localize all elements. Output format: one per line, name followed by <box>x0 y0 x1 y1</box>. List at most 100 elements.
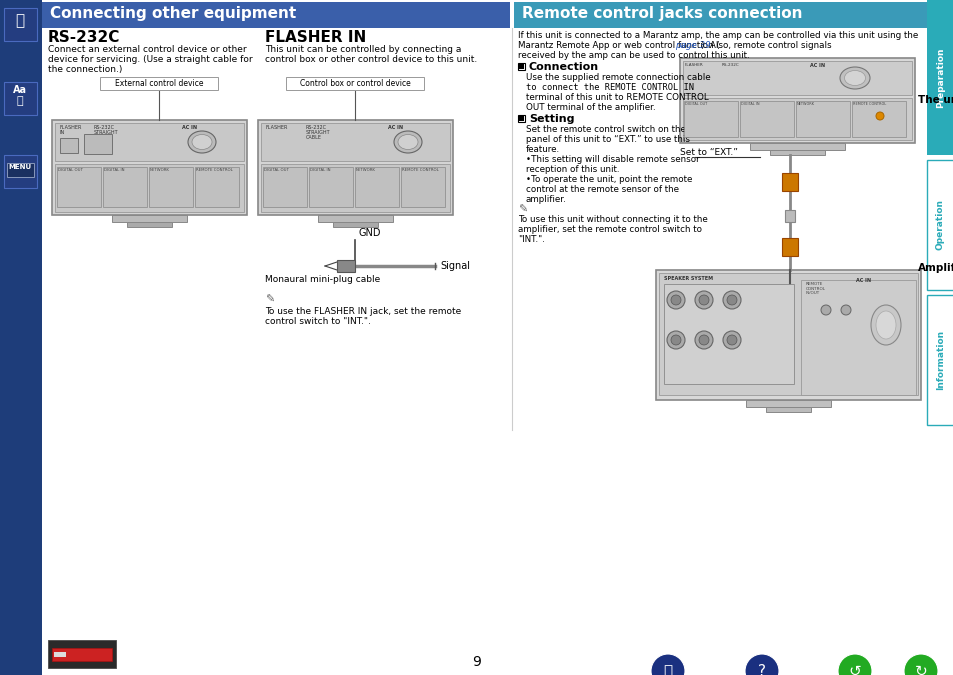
Bar <box>781 173 797 191</box>
Bar <box>926 295 953 425</box>
Bar <box>663 284 793 384</box>
Bar <box>127 222 172 227</box>
Text: Set the remote control switch on the rear: Set the remote control switch on the rea… <box>525 125 705 134</box>
Ellipse shape <box>188 131 215 153</box>
Text: DIGITAL IN: DIGITAL IN <box>104 168 125 172</box>
Bar <box>683 101 738 137</box>
Text: page 39: page 39 <box>675 41 711 50</box>
Text: To use this unit without connecting it to the: To use this unit without connecting it t… <box>517 215 707 224</box>
Circle shape <box>666 331 684 349</box>
Circle shape <box>699 335 708 345</box>
Text: 📖: 📖 <box>15 13 25 28</box>
Text: Connect an external control device or other: Connect an external control device or ot… <box>48 45 247 54</box>
Text: Setting: Setting <box>529 114 574 124</box>
Text: ✎: ✎ <box>265 295 274 305</box>
Ellipse shape <box>875 311 895 339</box>
Text: reception of this unit.: reception of this unit. <box>525 165 618 174</box>
Text: Set to “EXT.”: Set to “EXT.” <box>679 148 737 157</box>
Bar <box>57 167 101 207</box>
Text: panel of this unit to “EXT.” to use this: panel of this unit to “EXT.” to use this <box>525 135 689 144</box>
Bar <box>55 123 244 161</box>
Text: FLASHER: FLASHER <box>60 125 82 130</box>
Text: ↻: ↻ <box>914 664 926 675</box>
Text: •This setting will disable remote sensor: •This setting will disable remote sensor <box>525 155 699 164</box>
Bar <box>4 82 37 115</box>
Bar <box>84 134 112 154</box>
Text: to connect the REMOTE CONTROL IN: to connect the REMOTE CONTROL IN <box>525 83 693 92</box>
Text: received by the amp can be used to control this unit.: received by the amp can be used to contr… <box>517 51 749 60</box>
Bar <box>517 63 524 70</box>
Text: 9: 9 <box>472 655 481 669</box>
Text: DIGITAL OUT: DIGITAL OUT <box>58 168 83 172</box>
Bar <box>926 0 953 155</box>
Text: Signal: Signal <box>439 261 470 271</box>
Circle shape <box>821 305 830 315</box>
Text: FLASHER: FLASHER <box>266 125 288 130</box>
Bar <box>52 648 112 661</box>
Text: AC IN: AC IN <box>809 63 824 68</box>
Text: CABLE: CABLE <box>94 135 110 140</box>
Text: •To operate the unit, point the remote: •To operate the unit, point the remote <box>525 175 692 184</box>
Text: Connecting other equipment: Connecting other equipment <box>50 6 296 21</box>
Text: This unit can be controlled by connecting a: This unit can be controlled by connectin… <box>265 45 461 54</box>
Text: ↺: ↺ <box>848 664 861 675</box>
Bar <box>317 215 393 222</box>
Text: If this unit is connected to a Marantz amp, the amp can be controlled via this u: If this unit is connected to a Marantz a… <box>517 31 918 40</box>
Bar <box>781 238 797 256</box>
Bar <box>740 101 793 137</box>
Text: DIGITAL OUT: DIGITAL OUT <box>264 168 289 172</box>
Bar <box>745 400 830 407</box>
Circle shape <box>875 112 883 120</box>
Text: STRAIGHT: STRAIGHT <box>306 130 331 135</box>
Text: the connection.): the connection.) <box>48 65 122 74</box>
Bar <box>263 167 307 207</box>
Text: The unit: The unit <box>917 95 953 105</box>
Text: Operation: Operation <box>935 200 944 250</box>
Text: To use the FLASHER IN jack, set the remote: To use the FLASHER IN jack, set the remo… <box>265 307 460 316</box>
Text: NETWORK: NETWORK <box>150 168 170 172</box>
Bar <box>48 640 116 668</box>
Bar <box>784 210 794 222</box>
Text: Preparation: Preparation <box>935 48 944 108</box>
Circle shape <box>695 331 712 349</box>
Ellipse shape <box>394 131 421 153</box>
Bar <box>0 0 42 675</box>
Bar <box>149 167 193 207</box>
Bar <box>518 64 523 69</box>
Text: NETWORK: NETWORK <box>355 168 375 172</box>
Bar <box>926 160 953 290</box>
Ellipse shape <box>843 70 864 86</box>
Bar <box>355 167 398 207</box>
Bar <box>679 58 914 143</box>
Text: STRAIGHT: STRAIGHT <box>94 130 118 135</box>
Text: Control box or control device: Control box or control device <box>299 79 410 88</box>
Bar <box>4 155 37 188</box>
Circle shape <box>841 305 850 315</box>
Text: FLASHER: FLASHER <box>684 63 703 67</box>
Bar <box>656 270 920 400</box>
Bar <box>194 167 239 207</box>
Text: device for servicing. (Use a straight cable for: device for servicing. (Use a straight ca… <box>48 55 253 64</box>
Bar <box>4 8 37 41</box>
Bar <box>769 150 824 155</box>
Text: CABLE: CABLE <box>306 135 322 140</box>
Text: control switch to "INT.".: control switch to "INT.". <box>265 317 371 326</box>
Bar <box>400 167 444 207</box>
Circle shape <box>903 654 937 675</box>
Bar <box>765 407 810 412</box>
Bar <box>336 260 355 272</box>
Bar <box>682 98 911 140</box>
Circle shape <box>726 335 737 345</box>
Text: RS-232C: RS-232C <box>721 63 739 67</box>
Text: REMOTE CONTROL: REMOTE CONTROL <box>401 168 438 172</box>
Text: terminal of this unit to REMOTE CONTROL: terminal of this unit to REMOTE CONTROL <box>525 93 708 102</box>
Circle shape <box>670 335 680 345</box>
Bar <box>518 116 523 121</box>
Text: Information: Information <box>935 330 944 390</box>
Bar <box>801 280 915 395</box>
Bar <box>55 164 244 212</box>
Ellipse shape <box>397 134 417 149</box>
Bar <box>261 164 450 212</box>
Text: GND: GND <box>358 228 381 238</box>
Bar <box>749 143 844 150</box>
